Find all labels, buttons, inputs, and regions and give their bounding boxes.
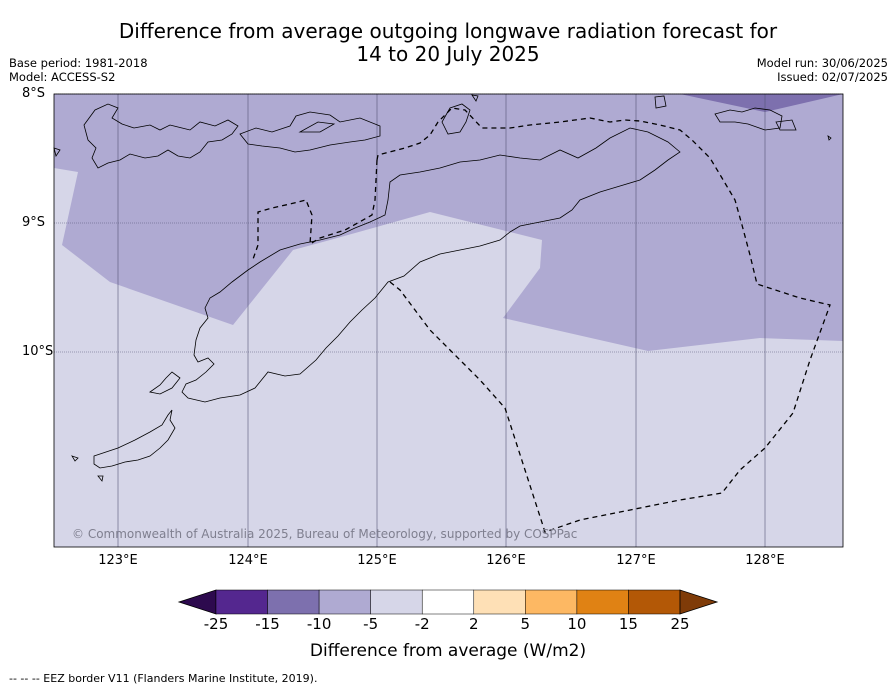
island-north-5 — [654, 95, 667, 109]
copyright-notice: © Commonwealth of Australia 2025, Bureau… — [72, 527, 578, 541]
colorbar-tick-label: 5 — [520, 615, 531, 633]
lat-label-9s: 9°S — [22, 215, 46, 230]
title-line-2: 14 to 20 July 2025 — [356, 42, 540, 66]
colorbar-tick-label: -15 — [255, 615, 280, 633]
colorbar-extend-low — [177, 589, 217, 615]
colorbar-tick-label: 25 — [670, 615, 690, 633]
colorbar-bin — [370, 589, 423, 615]
colorbar-bin — [267, 589, 320, 615]
colorbar-tick-label: 10 — [567, 615, 587, 633]
roti-island — [149, 371, 181, 395]
base-period: Base period: 1981-2018 — [9, 56, 148, 70]
colorbar — [177, 589, 719, 615]
island-north-1 — [83, 103, 239, 169]
island-north-10 — [827, 135, 832, 141]
colorbar-label: Difference from average (W/m2) — [309, 641, 587, 661]
meta-right: Model run: 30/06/2025 Issued: 02/07/2025 — [757, 56, 888, 84]
eez-northern-boundary — [376, 107, 831, 533]
eez-footnote: -- -- -- EEZ border V11 (Flanders Marine… — [9, 672, 318, 685]
meta-left: Base period: 1981-2018 Model: ACCESS-S2 — [9, 56, 148, 84]
island-north-8 — [53, 147, 61, 157]
colorbar-bin — [215, 589, 268, 615]
map-title: Difference from average outgoing longwav… — [0, 20, 896, 66]
eez-western-boundary — [251, 159, 378, 263]
lon-label-126e: 126°E — [486, 553, 526, 568]
lon-label-128e: 128°E — [745, 553, 785, 568]
island-south-3 — [97, 475, 104, 482]
colorbar-bin — [525, 589, 578, 615]
model-name: Model: ACCESS-S2 — [9, 70, 116, 84]
model-run: Model run: 30/06/2025 — [756, 56, 888, 70]
lon-label-123e: 123°E — [98, 553, 138, 568]
title-line-1: Difference from average outgoing longwav… — [118, 19, 778, 43]
colorbar-extend-high — [679, 589, 719, 615]
anomaly-medium-region — [54, 94, 843, 351]
island-north-4 — [441, 103, 471, 135]
anomaly-strong-region — [680, 94, 843, 112]
island-north-3 — [298, 121, 336, 133]
island-south-1 — [93, 409, 176, 469]
colorbar-tick-label: -10 — [306, 615, 332, 633]
island-north-9 — [471, 94, 479, 102]
lon-label-124e: 124°E — [228, 553, 268, 568]
timor-island — [181, 127, 681, 403]
island-north-2 — [239, 111, 381, 153]
lon-label-127e: 127°E — [616, 553, 656, 568]
island-north-7 — [775, 119, 797, 131]
colorbar-bin — [473, 589, 526, 615]
map-frame — [53, 93, 844, 548]
colorbar-tick-label: 2 — [468, 615, 479, 633]
issued-date: Issued: 02/07/2025 — [777, 70, 888, 84]
colorbar-bin — [421, 589, 475, 615]
colorbar-tick-label: -2 — [414, 615, 430, 633]
colorbar-bin — [628, 589, 681, 615]
lon-label-125e: 125°E — [357, 553, 397, 568]
island-north-6 — [714, 107, 783, 131]
lat-label-8s: 8°S — [22, 86, 46, 101]
colorbar-bin — [576, 589, 629, 615]
lat-label-10s: 10°S — [22, 344, 54, 359]
colorbar-bin — [318, 589, 371, 615]
colorbar-tick-label: -25 — [203, 615, 229, 633]
coastlines — [53, 94, 832, 482]
island-south-2 — [71, 455, 79, 462]
colorbar-tick-label: -5 — [363, 615, 379, 633]
colorbar-tick-label: 15 — [618, 615, 638, 633]
eez-borders — [251, 107, 831, 533]
